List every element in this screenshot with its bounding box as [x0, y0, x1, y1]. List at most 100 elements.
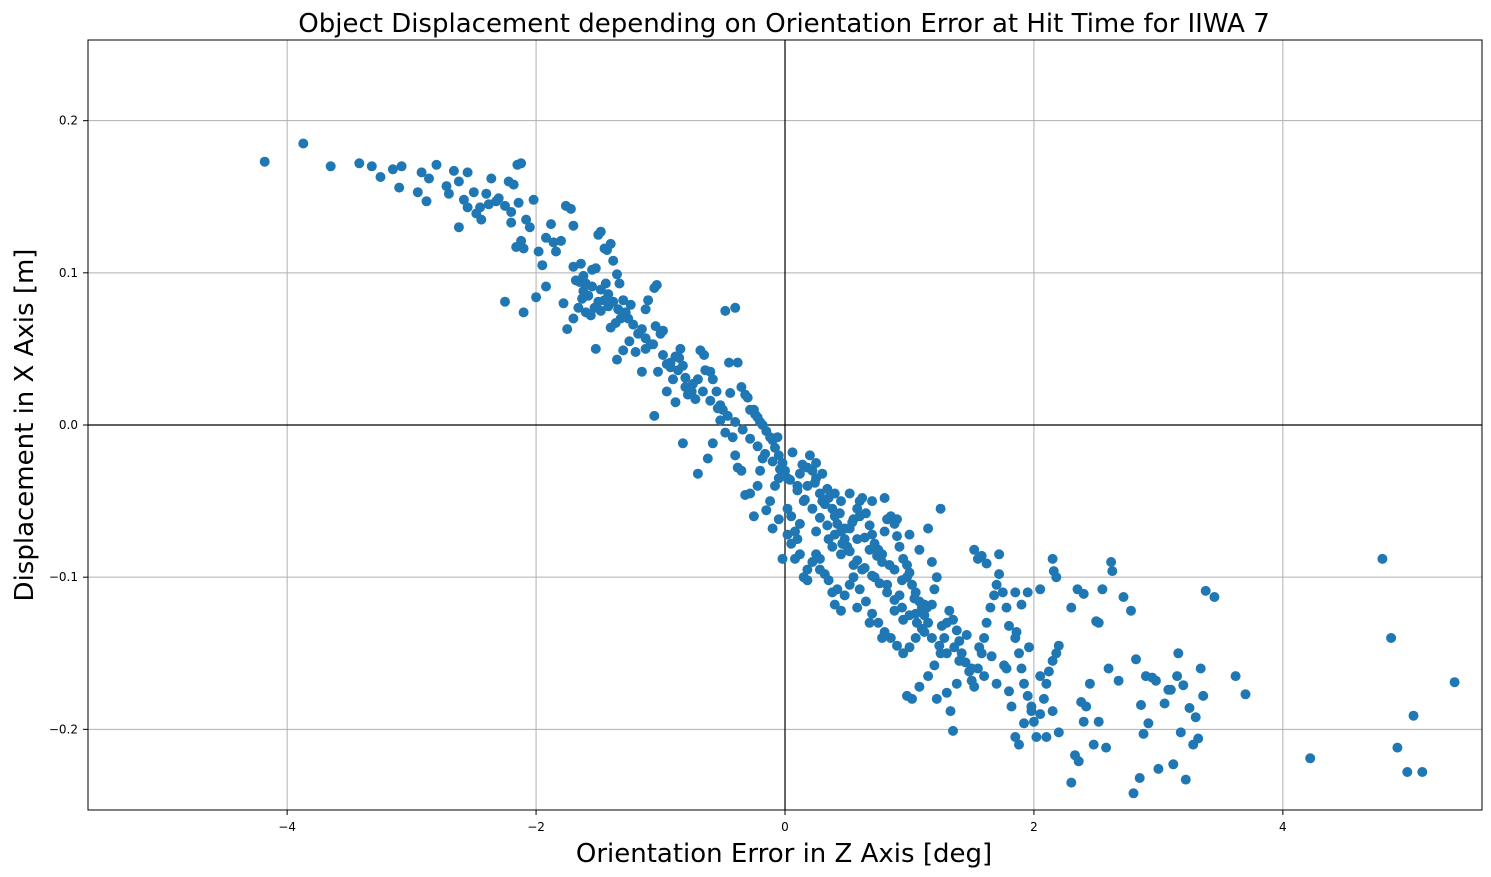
scatter-point	[1106, 557, 1117, 567]
y-tick-label: 0.1	[59, 266, 78, 280]
scatter-point	[590, 343, 601, 354]
scatter-point	[387, 164, 398, 175]
scatter-point	[892, 640, 902, 651]
scatter-point	[605, 238, 616, 249]
scatter-point	[707, 374, 718, 385]
scatter-point	[794, 518, 805, 529]
scatter-point	[914, 681, 925, 692]
scatter-point	[453, 222, 464, 233]
scatter-point	[692, 468, 703, 479]
scatter-point	[1240, 689, 1251, 700]
scatter-point	[697, 386, 708, 397]
scatter-point	[524, 222, 535, 233]
scatter-point	[600, 278, 611, 289]
scatter-point	[575, 258, 586, 269]
scatter-point	[867, 496, 878, 507]
scatter-point	[802, 480, 813, 491]
scatter-point	[640, 343, 651, 354]
scatter-point	[648, 339, 659, 350]
scatter-point	[677, 438, 688, 449]
scatter-point	[892, 531, 902, 542]
scatter-point	[934, 640, 945, 651]
scatter-point	[724, 357, 734, 368]
scatter-point	[852, 534, 863, 545]
scatter-point	[1024, 642, 1034, 653]
scatter-point	[961, 630, 972, 640]
scatter-point	[802, 564, 813, 575]
scatter-point	[969, 544, 980, 555]
scatter-point	[839, 590, 850, 601]
scatter-point	[458, 194, 469, 205]
scatter-point	[765, 496, 776, 507]
scatter-point	[981, 558, 992, 569]
scatter-point	[441, 181, 452, 192]
scatter-point	[755, 465, 766, 476]
scatter-point	[573, 302, 584, 313]
scatter-point	[1035, 671, 1046, 682]
scatter-point	[951, 678, 962, 689]
y-tick-label: 0.0	[59, 418, 78, 432]
scatter-point	[829, 488, 840, 499]
scatter-point	[298, 138, 309, 149]
scatter-point	[929, 584, 940, 595]
scatter-point	[653, 366, 663, 377]
scatter-point	[1093, 617, 1104, 628]
scatter-point	[836, 605, 846, 616]
scatter-point	[630, 347, 641, 357]
scatter-point	[548, 237, 559, 248]
scatter-point	[989, 590, 1000, 601]
scatter-point	[649, 410, 660, 421]
scatter-point	[945, 706, 956, 717]
scatter-point	[578, 270, 589, 281]
scatter-point	[462, 167, 473, 178]
scatter-point	[613, 304, 624, 315]
scatter-point	[786, 511, 797, 522]
scatter-point	[730, 450, 741, 461]
scatter-point	[919, 610, 930, 621]
scatter-point	[448, 165, 459, 176]
scatter-point	[680, 372, 691, 383]
scatter-point	[1088, 739, 1099, 750]
scatter-point	[687, 378, 698, 389]
scatter-point	[665, 357, 676, 368]
scatter-point	[794, 468, 805, 479]
scatter-point	[785, 474, 795, 485]
chart-title: Object Displacement depending on Orienta…	[298, 9, 1269, 39]
scatter-point	[889, 605, 900, 616]
scatter-point	[1022, 587, 1033, 598]
scatter-point	[777, 553, 788, 564]
scatter-point	[1190, 712, 1201, 723]
scatter-point	[1084, 678, 1095, 689]
scatter-point	[1019, 718, 1029, 729]
scatter-point	[375, 172, 386, 182]
scatter-point	[767, 523, 778, 534]
scatter-point	[1305, 753, 1316, 764]
scatter-point	[814, 553, 825, 564]
scatter-point	[686, 386, 697, 397]
scatter-point	[844, 579, 855, 590]
scatter-point	[720, 427, 731, 438]
scatter-point	[551, 246, 561, 257]
scatter-point	[1200, 585, 1211, 596]
scatter-point	[1198, 690, 1209, 701]
scatter-point	[997, 587, 1008, 598]
scatter-point	[690, 394, 701, 405]
scatter-point	[431, 159, 442, 170]
scatter-point	[790, 553, 800, 564]
y-tick-label: −0.1	[49, 570, 78, 584]
scatter-point	[832, 584, 843, 595]
scatter-point	[394, 182, 405, 193]
scatter-point	[1022, 690, 1033, 701]
scatter-point	[752, 441, 763, 452]
scatter-point	[720, 305, 731, 316]
scatter-point	[904, 642, 915, 653]
scatter-point	[951, 625, 962, 636]
scatter-point	[1118, 592, 1129, 602]
scatter-point	[761, 505, 772, 516]
scatter-point	[948, 725, 958, 736]
scatter-point	[844, 488, 855, 499]
x-tick-label: 0	[781, 820, 789, 834]
scatter-point	[521, 214, 532, 225]
scatter-point	[1103, 663, 1114, 674]
scatter-point	[852, 555, 863, 566]
